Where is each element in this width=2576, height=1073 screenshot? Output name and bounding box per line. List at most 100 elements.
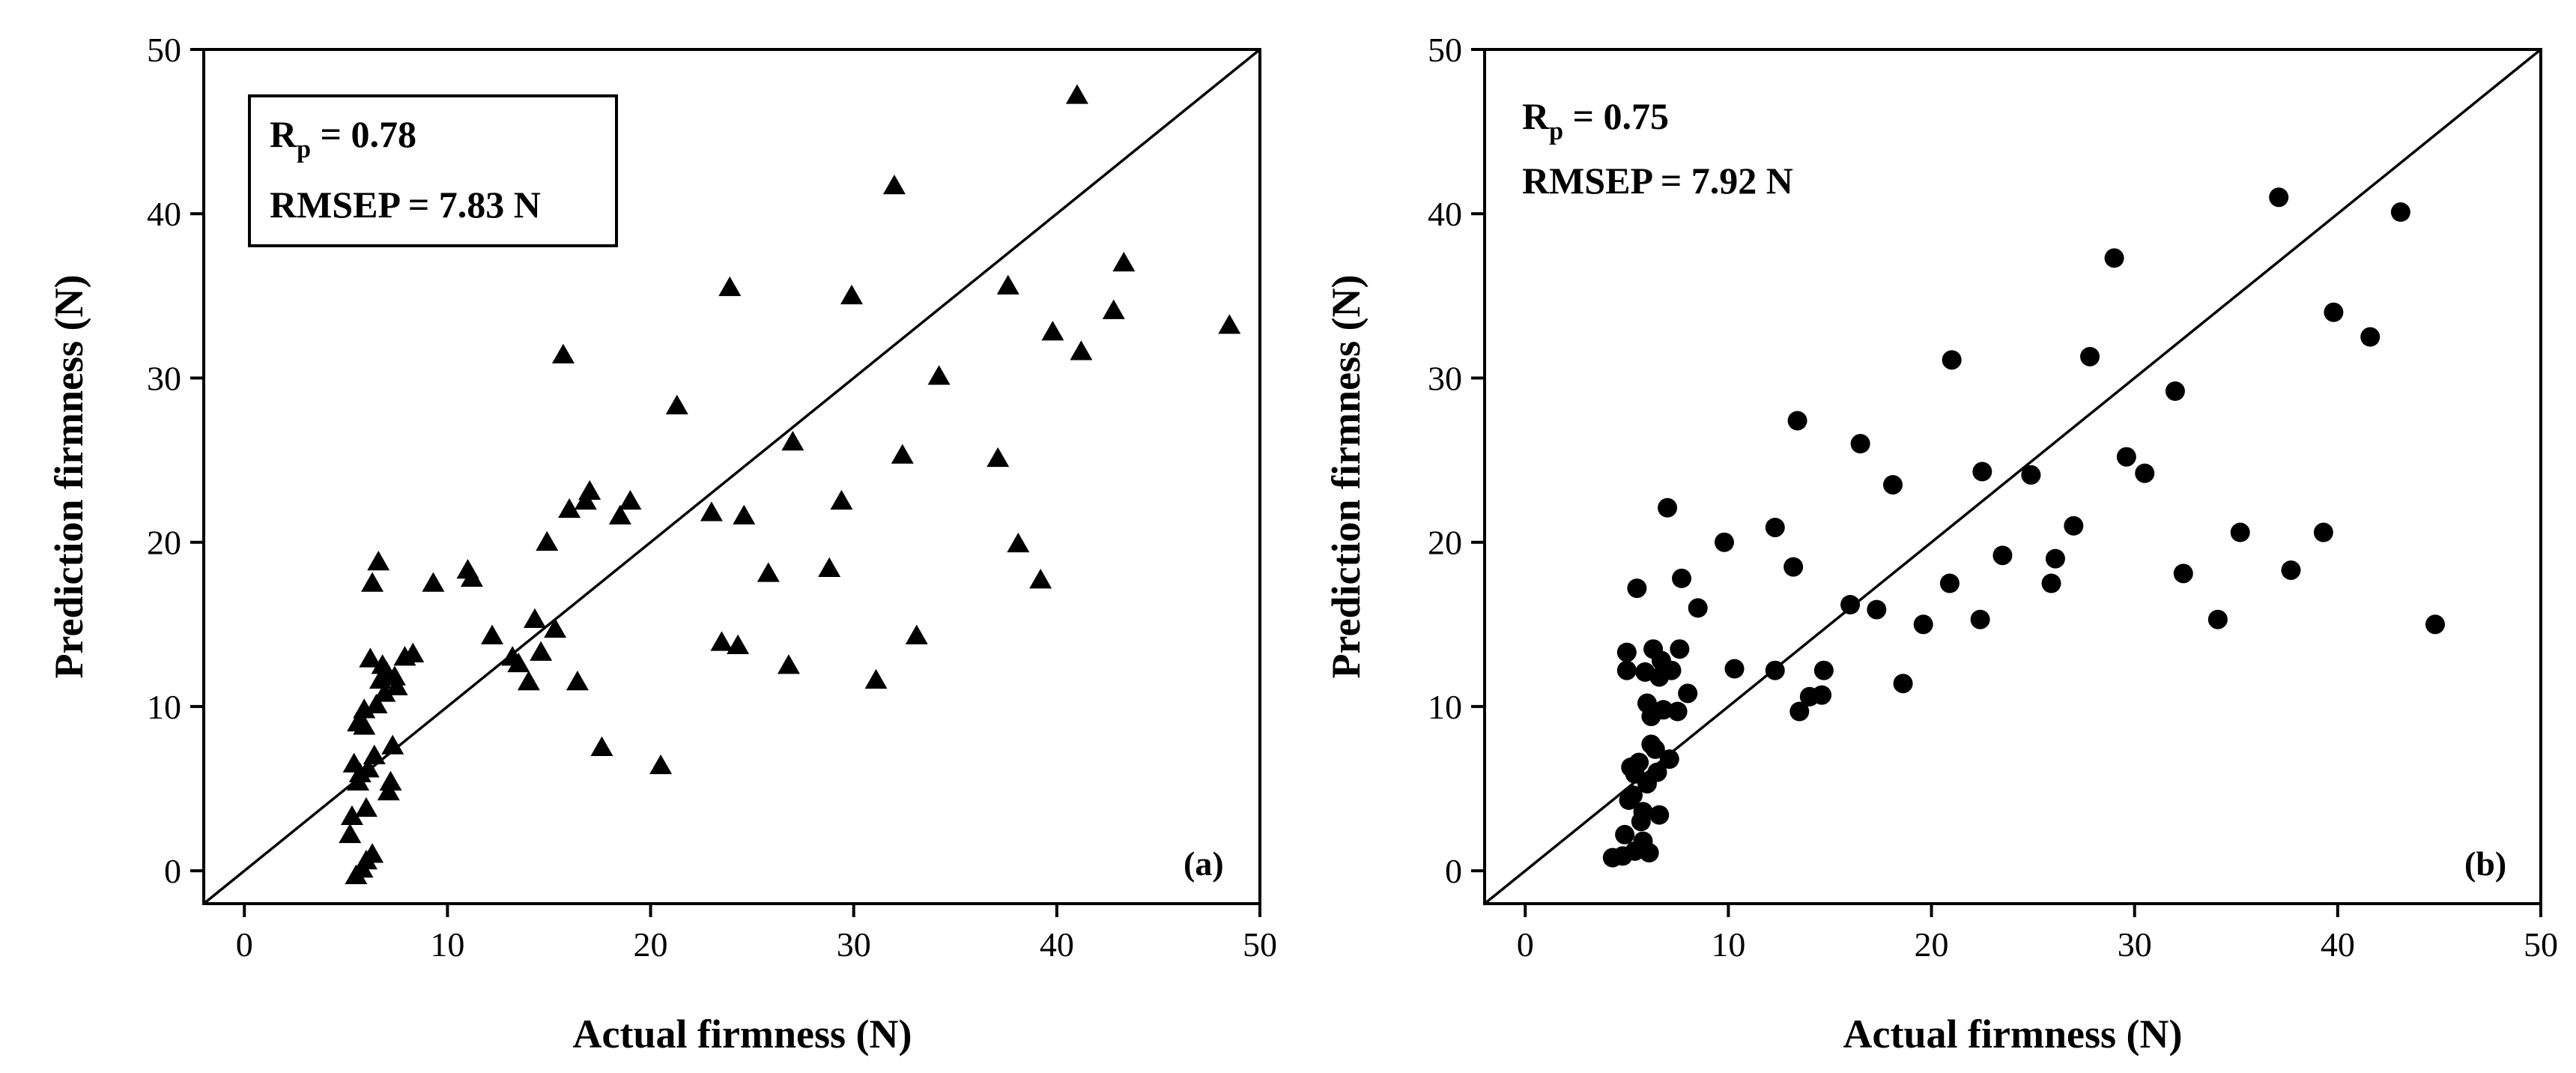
data-point-a	[619, 489, 642, 510]
y-tick-label: 20	[1428, 524, 1462, 562]
data-point-a	[1112, 252, 1136, 272]
data-point-b	[2135, 463, 2155, 483]
data-point-a	[700, 501, 723, 522]
data-point-a	[1070, 340, 1093, 360]
data-point-b	[1992, 545, 2013, 566]
data-point-b	[1653, 700, 1673, 720]
data-point-b	[1667, 701, 1688, 722]
data-point-a	[373, 682, 396, 702]
data-point-a	[1041, 321, 1064, 341]
x-tick-label: 20	[1915, 925, 1949, 964]
x-tick-label: 0	[236, 925, 253, 964]
data-point-b	[2165, 381, 2185, 401]
data-point-a	[882, 174, 906, 195]
data-point-a	[381, 734, 404, 755]
panel-label-a: (a)	[1184, 844, 1224, 883]
data-point-b	[1615, 824, 1635, 844]
data-point-a	[996, 274, 1019, 294]
x-axis-label-b: Actual firmness (N)	[1843, 1012, 2183, 1057]
data-point-b	[2390, 202, 2410, 223]
data-point-a	[551, 343, 575, 364]
data-point-a	[544, 617, 567, 638]
data-point-a	[1102, 299, 1125, 319]
x-tick-label: 0	[1517, 925, 1534, 964]
data-point-a	[365, 693, 388, 713]
chart-panel-a: 0 10 20 30 40 50 0 10 20 30 40 50 Rp = 0.78 RMSEP =…	[46, 31, 1277, 1057]
data-point-a	[558, 498, 581, 519]
data-point-b	[1688, 598, 1708, 618]
data-point-b	[1647, 762, 1667, 782]
data-point-a	[367, 551, 390, 571]
plot-frame-b	[1483, 48, 2542, 905]
data-point-a	[422, 572, 445, 592]
data-point-a	[377, 780, 400, 801]
y-tick-label: 50	[1428, 31, 1462, 69]
data-point-a	[566, 671, 589, 691]
data-point-a	[864, 668, 888, 689]
data-point-a	[927, 365, 951, 385]
data-point-a	[530, 641, 553, 661]
y-tick-label: 10	[1428, 688, 1462, 726]
data-point-b	[1616, 660, 1637, 680]
data-point-b	[1670, 639, 1690, 659]
data-point-b	[1659, 749, 1679, 770]
data-point-a	[818, 557, 841, 578]
rmsep-text-a: RMSEP = 7.83 N	[270, 184, 541, 226]
data-point-a	[339, 823, 362, 844]
data-point-b	[1970, 609, 1990, 629]
data-point-a	[891, 444, 914, 464]
data-point-b	[2041, 573, 2061, 593]
data-point-a	[517, 671, 540, 691]
data-point-b	[1641, 734, 1661, 755]
rp-text-b: Rp = 0.75	[1522, 95, 1669, 145]
x-tick-label: 10	[430, 925, 464, 964]
data-point-a	[578, 480, 601, 500]
y-tick-label: 10	[147, 688, 181, 726]
data-point-b	[1672, 568, 1692, 588]
data-point-b	[2281, 560, 2301, 580]
data-point-a	[710, 631, 733, 651]
data-point-b	[1939, 573, 1960, 593]
data-point-b	[1629, 752, 1649, 773]
data-point-a	[357, 758, 380, 778]
y-tick-label: 0	[1445, 852, 1462, 890]
data-point-b	[1942, 350, 1962, 370]
data-point-a	[733, 504, 756, 525]
rmsep-text-b: RMSEP = 7.92 N	[1522, 160, 1793, 202]
data-point-a	[781, 430, 804, 451]
data-point-a	[649, 754, 673, 775]
data-point-b	[1616, 642, 1637, 662]
data-point-b	[2324, 302, 2344, 322]
data-point-a	[727, 634, 750, 655]
data-point-b	[2230, 522, 2250, 542]
data-point-b	[1840, 595, 1861, 614]
data-point-b	[2080, 346, 2100, 366]
data-point-a	[379, 770, 402, 791]
data-point-b	[2104, 248, 2124, 268]
data-point-a	[353, 715, 376, 735]
data-point-a	[1007, 532, 1030, 553]
data-point-b	[2045, 548, 2065, 569]
plot-frame-a	[202, 48, 1261, 905]
data-point-a	[905, 624, 928, 644]
x-tick-label: 50	[1243, 925, 1277, 964]
y-tick-label: 40	[147, 195, 181, 233]
y-tick-label: 40	[1428, 195, 1462, 233]
rp-text-a: Rp = 0.78	[270, 113, 416, 163]
data-point-b	[2425, 614, 2445, 635]
data-point-a	[353, 698, 376, 719]
y-axis-label-b: Prediction firmness (N)	[1324, 275, 1369, 679]
data-point-b	[1813, 660, 1834, 680]
data-point-b	[1633, 802, 1653, 822]
data-point-a	[340, 805, 363, 826]
data-point-b	[2360, 327, 2380, 347]
data-point-b	[2173, 563, 2193, 584]
data-point-a	[383, 665, 406, 686]
data-point-a	[363, 744, 386, 764]
data-point-b	[1783, 557, 1804, 577]
data-point-a	[481, 624, 504, 644]
x-tick-label: 30	[2118, 925, 2152, 964]
data-point-a	[830, 489, 853, 510]
chart-panel-b: 0 10 20 30 40 50 0 10 20 30 40 50 Rp = 0.75 RMSEP =…	[1324, 31, 2558, 1057]
